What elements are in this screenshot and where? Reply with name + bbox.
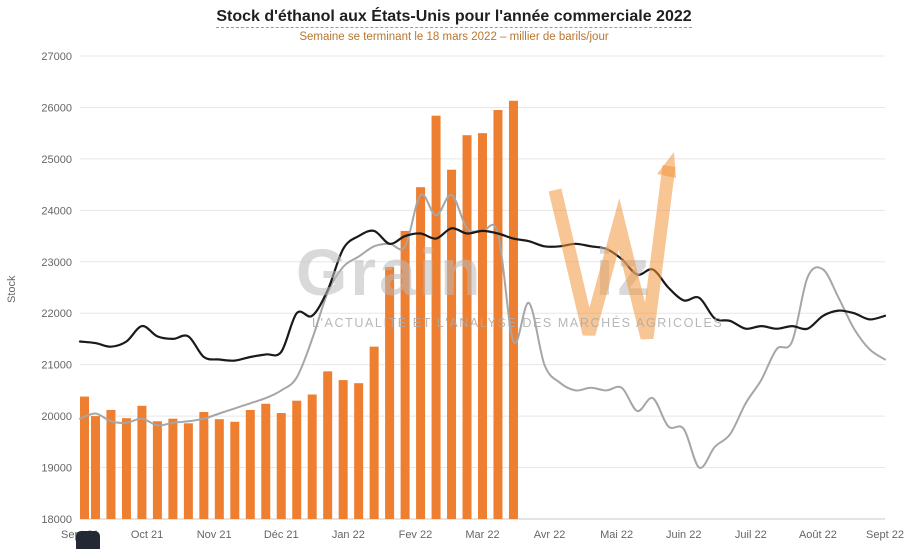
- black-line[interactable]: [78, 227, 887, 362]
- x-tick-label: Sept 22: [866, 529, 904, 541]
- stock-bar[interactable]: [354, 383, 364, 519]
- stock-bar[interactable]: [121, 418, 131, 519]
- stock-bar[interactable]: [369, 346, 379, 519]
- x-tick-label: Nov 21: [197, 529, 232, 541]
- stock-bar[interactable]: [230, 421, 240, 519]
- stock-bar[interactable]: [385, 266, 395, 519]
- stock-bar[interactable]: [307, 394, 317, 519]
- x-tick-label: Oct 21: [131, 529, 163, 541]
- stock-bar[interactable]: [323, 371, 333, 519]
- x-tick-label: Déc 21: [264, 529, 299, 541]
- x-tick-label: Jan 22: [332, 529, 365, 541]
- stock-bar[interactable]: [106, 409, 116, 519]
- x-tick-label: Juil 22: [735, 529, 767, 541]
- x-tick-label: Avr 22: [534, 529, 566, 541]
- y-tick-label: 21000: [41, 360, 72, 372]
- y-tick-label: 24000: [41, 205, 72, 217]
- stock-bar[interactable]: [199, 411, 209, 519]
- stock-bar[interactable]: [431, 115, 441, 520]
- stock-bar[interactable]: [338, 380, 348, 519]
- stock-bar[interactable]: [214, 419, 224, 519]
- y-tick-label: 27000: [41, 51, 72, 63]
- stock-bar[interactable]: [447, 169, 457, 520]
- stock-bar[interactable]: [152, 421, 162, 519]
- x-tick-label: Août 22: [799, 529, 837, 541]
- y-tick-label: 23000: [41, 257, 72, 269]
- gray-line[interactable]: [79, 193, 886, 469]
- y-tick-label: 19000: [41, 463, 72, 475]
- stock-bar[interactable]: [462, 135, 472, 520]
- chart-subtitle: Semaine se terminant le 18 mars 2022 – m…: [299, 31, 609, 43]
- y-tick-label: 26000: [41, 102, 72, 114]
- stock-bar[interactable]: [90, 416, 100, 519]
- stock-bar[interactable]: [276, 413, 286, 519]
- x-tick-label: Mai 22: [600, 529, 633, 541]
- stock-bar[interactable]: [183, 423, 193, 519]
- y-tick-label: 20000: [41, 411, 72, 423]
- y-tick-label: 18000: [41, 514, 72, 526]
- stock-bar[interactable]: [416, 187, 426, 519]
- stock-bar[interactable]: [292, 400, 302, 519]
- x-tick-label: Mar 22: [465, 529, 499, 541]
- x-tick-label: Juin 22: [666, 529, 701, 541]
- chart-title: Stock d'éthanol aux États-Unis pour l'an…: [0, 8, 908, 28]
- stock-bar[interactable]: [508, 100, 518, 520]
- x-tick-label: Fev 22: [399, 529, 433, 541]
- stock-bar[interactable]: [137, 405, 147, 519]
- stock-bar[interactable]: [478, 133, 487, 519]
- chart-title-text: Stock d'éthanol aux États-Unis pour l'an…: [216, 8, 692, 28]
- grainwiz-logo-mark: [76, 531, 100, 549]
- y-tick-label: 22000: [41, 308, 72, 320]
- stock-bar[interactable]: [245, 409, 255, 519]
- stock-bar[interactable]: [168, 418, 178, 519]
- stock-bar[interactable]: [261, 403, 271, 519]
- stock-bar[interactable]: [80, 396, 89, 519]
- stock-bar[interactable]: [493, 110, 503, 520]
- stock-bar[interactable]: [400, 230, 410, 519]
- y-tick-label: 25000: [41, 154, 72, 166]
